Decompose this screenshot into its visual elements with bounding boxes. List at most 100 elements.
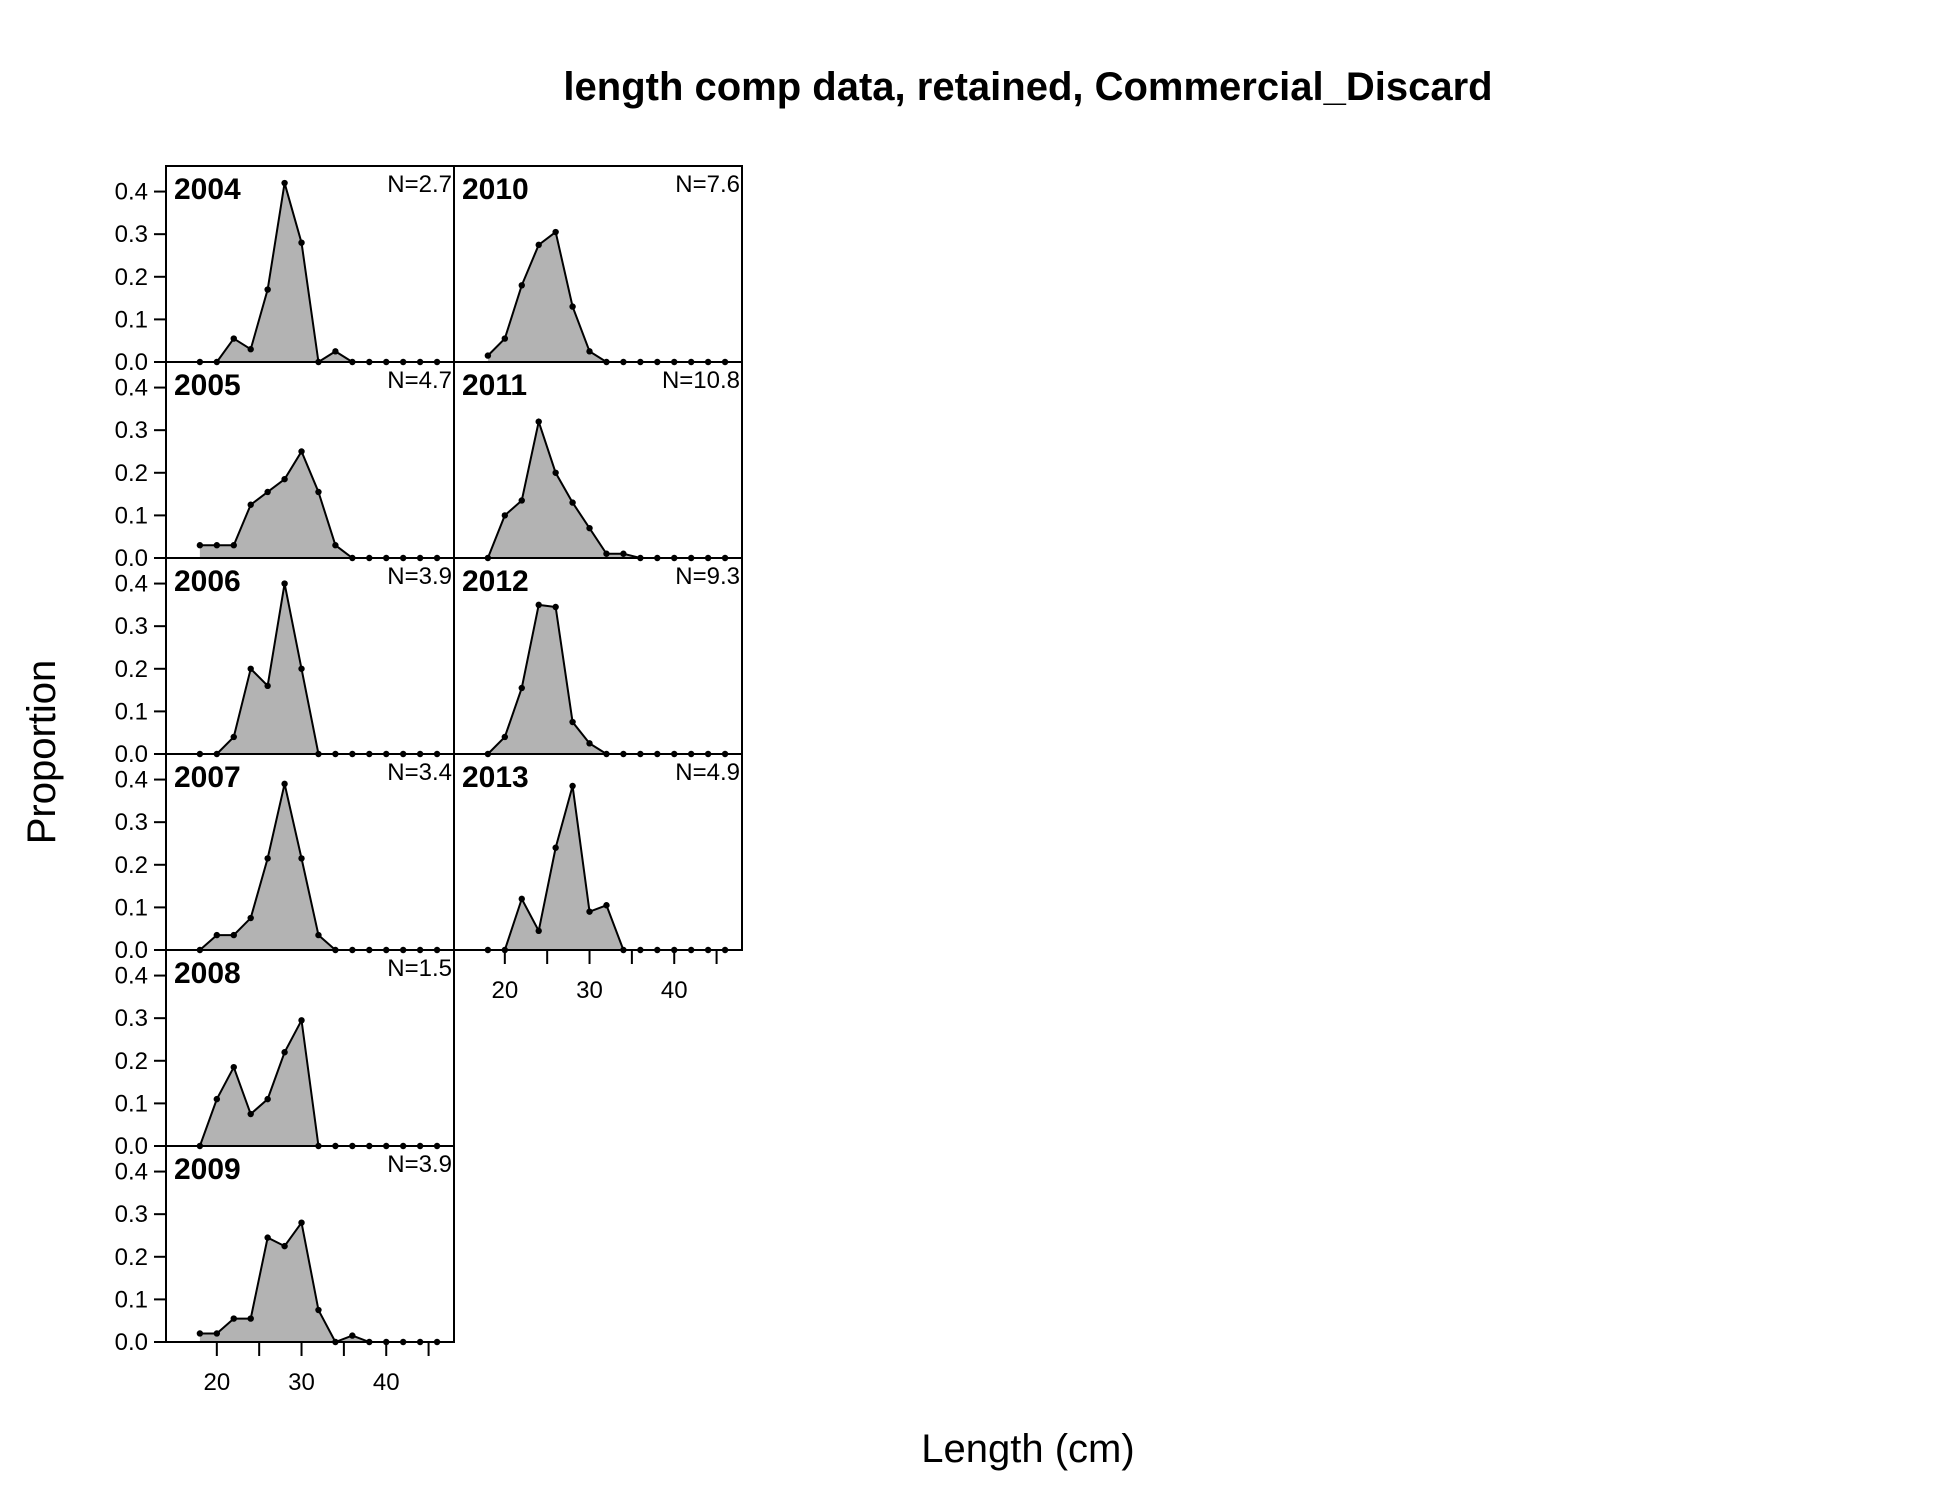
area-2006 (199, 583, 438, 754)
y-tick-label-2007-0.1: 0.1 (115, 894, 148, 921)
n-label-2005: N=4.7 (387, 367, 452, 394)
y-tick-label-2005-0.2: 0.2 (115, 460, 148, 487)
point-2012-20 (501, 733, 509, 741)
point-2005-30 (298, 448, 305, 455)
year-label-2011: 2011 (462, 369, 527, 402)
point-2011-24 (535, 418, 542, 425)
n-label-2011: N=10.8 (662, 367, 740, 394)
y-tick-label-2005-0.1: 0.1 (115, 502, 148, 529)
panel-frame-2013 (453, 753, 743, 951)
point-2011-30 (586, 524, 593, 532)
panel-2013: 2013 N=4.9 20 30 40 (453, 753, 743, 1004)
point-2008-24 (247, 1110, 254, 1118)
point-2010-22 (518, 282, 525, 289)
point-2006-24 (247, 665, 254, 672)
point-2006-26 (264, 682, 271, 690)
year-label-2012: 2012 (462, 565, 529, 598)
point-2008-26 (264, 1095, 271, 1103)
y-tick-label-2009-0.3: 0.3 (115, 1201, 148, 1228)
panel-2011: 2011 N=10.8 (453, 361, 743, 562)
point-2010-18 (484, 352, 492, 359)
area-2008 (199, 1020, 438, 1146)
area-2005 (199, 451, 438, 558)
y-tick-label-2006-0.1: 0.1 (115, 698, 148, 725)
point-2006-28 (281, 580, 288, 587)
area-2011 (487, 421, 726, 558)
point-2004-34 (332, 348, 339, 355)
year-label-2010: 2010 (462, 173, 529, 206)
point-2010-26 (552, 228, 559, 236)
point-2007-30 (298, 855, 305, 862)
point-2007-32 (315, 931, 322, 939)
y-tick-label-2007-0.0: 0.0 (115, 937, 148, 964)
point-2005-24 (247, 501, 254, 508)
line-2006 (199, 583, 438, 755)
y-tick-label-2004-0.4: 0.4 (115, 179, 148, 206)
point-2009-28 (281, 1242, 288, 1250)
point-2009-26 (264, 1234, 271, 1241)
y-tick-label-2005-0.0: 0.0 (115, 545, 148, 572)
year-label-2009: 2009 (174, 1153, 241, 1186)
y-tick-label-2008-0.1: 0.1 (115, 1090, 148, 1117)
y-tick-label-2009-0.2: 0.2 (115, 1244, 148, 1271)
point-2013-30 (586, 908, 593, 915)
point-2005-28 (281, 475, 288, 483)
point-2005-34 (332, 542, 339, 549)
area-2012 (487, 604, 726, 754)
point-2011-20 (501, 512, 509, 519)
n-label-2004: N=2.7 (387, 171, 452, 198)
y-tick-label-2007-0.4: 0.4 (115, 767, 148, 794)
point-2007-20 (213, 931, 221, 939)
area-2013 (487, 785, 726, 950)
year-label-2008: 2008 (174, 957, 241, 990)
area-2004 (199, 183, 438, 362)
point-2012-26 (552, 603, 559, 611)
n-label-2009: N=3.9 (387, 1151, 452, 1178)
panel-2012: 2012 N=9.3 (453, 557, 743, 758)
area-2010 (487, 232, 726, 362)
point-2004-28 (281, 179, 288, 187)
x-tick-label-2013-40: 40 (661, 977, 688, 1004)
x-axis-title: Length (cm) (921, 1427, 1134, 1471)
point-2013-22 (518, 895, 525, 903)
year-label-2004: 2004 (174, 173, 241, 206)
n-label-2008: N=1.5 (387, 955, 452, 982)
chart-title: length comp data, retained, Commercial_D… (563, 65, 1492, 109)
point-2008-30 (298, 1017, 305, 1024)
point-2013-24 (535, 927, 542, 935)
n-label-2006: N=3.9 (387, 563, 452, 590)
point-2004-22 (230, 335, 237, 342)
point-2007-28 (281, 780, 288, 788)
area-2009 (199, 1222, 438, 1342)
point-2004-24 (247, 346, 254, 353)
point-2007-24 (247, 914, 254, 922)
point-2013-26 (552, 844, 559, 851)
point-2009-20 (213, 1330, 221, 1337)
point-2009-32 (315, 1306, 322, 1314)
point-2010-30 (586, 348, 593, 355)
y-axis-title: Proportion (20, 660, 64, 845)
n-label-2007: N=3.4 (387, 759, 452, 786)
point-2011-28 (569, 499, 576, 506)
panel-grid: 2004 N=2.7 0.0 0.1 0.2 0.3 0.4 2005 N=4.7 0.0 0.1 0… (115, 165, 743, 1396)
point-2008-20 (213, 1095, 221, 1103)
y-tick-label-2007-0.2: 0.2 (115, 852, 148, 879)
y-tick-label-2004-0.3: 0.3 (115, 221, 148, 248)
year-label-2007: 2007 (174, 761, 241, 794)
point-2012-30 (586, 740, 593, 747)
y-tick-label-2006-0.0: 0.0 (115, 741, 148, 768)
point-2004-30 (298, 239, 305, 246)
point-2011-32 (603, 550, 610, 557)
y-tick-label-2004-0.2: 0.2 (115, 264, 148, 291)
point-2007-22 (230, 931, 237, 939)
y-tick-label-2005-0.4: 0.4 (115, 375, 148, 402)
y-tick-label-2009-0.0: 0.0 (115, 1329, 148, 1356)
point-2009-22 (230, 1315, 237, 1322)
area-2007 (199, 783, 438, 950)
y-tick-label-2006-0.4: 0.4 (115, 571, 148, 598)
point-2010-24 (535, 241, 542, 249)
panel-2005: 2005 N=4.7 0.0 0.1 0.2 0.3 0.4 (115, 361, 455, 572)
x-tick-label-2009-30: 30 (288, 1369, 315, 1396)
x-tick-label-2009-40: 40 (373, 1369, 400, 1396)
point-2013-32 (603, 902, 610, 909)
